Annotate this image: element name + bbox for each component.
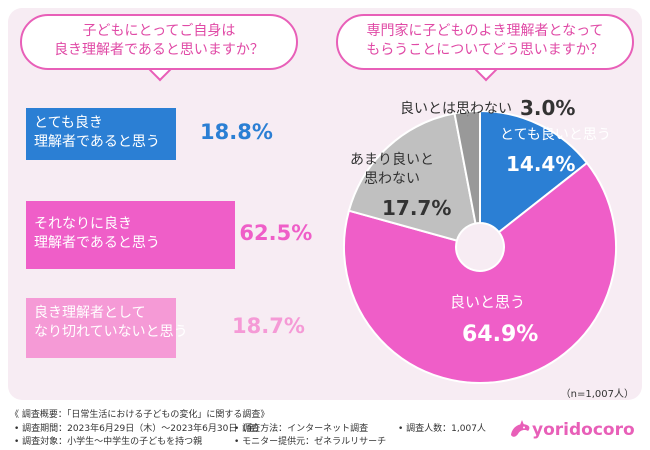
- slice-value-good: 64.9%: [462, 322, 539, 347]
- pie-chart: 良いとは思わない 3.0% とても良いと思う 14.4% あまり良いと 思わない…: [300, 96, 640, 400]
- survey-title: 《 調査概要：「日常生活における子どもの変化」に関する調査》: [10, 410, 270, 420]
- right-question-line2: もらうことについてどう思いますか？: [366, 42, 604, 58]
- bar-label-line2: 理解者であると思う: [34, 235, 160, 251]
- survey-method: • 調査方法：インターネット調査: [234, 424, 369, 434]
- bar-label-line1: それなりに良き: [34, 216, 132, 232]
- slice-very-good: [479, 109, 589, 234]
- slice-label-not-very-good: あまり良いと 思わない: [350, 151, 434, 189]
- bar-label-line1: とても良き: [34, 115, 103, 131]
- slice-value-very-good: 14.4%: [506, 152, 576, 176]
- bar-label-line2: 理解者であると思う: [34, 134, 160, 150]
- right-question-bubble: 専門家に子どものよき理解者となって もらうことについてどう思いますか？: [336, 14, 634, 70]
- slice-value-not-good: 3.0%: [520, 96, 576, 120]
- left-question-bubble: 子どもにとってご自身は 良き理解者であると思いますか？: [20, 14, 298, 70]
- right-question-line1: 専門家に子どものよき理解者となって: [366, 23, 604, 39]
- bar-label-line1: 良き理解者として: [34, 305, 146, 321]
- brand-logo: yoridocoro: [508, 418, 644, 444]
- bar-label-line2: なり切れていないと思う: [34, 324, 188, 340]
- slice-label-line2: 思わない: [364, 171, 420, 187]
- pie-svg: [343, 109, 617, 384]
- bar-value-label: 18.7%: [232, 314, 305, 338]
- slice-label-very-good: とても良いと思う: [500, 127, 611, 143]
- survey-count: • 調査人数：1,007人: [398, 424, 486, 434]
- slice-good: [343, 161, 617, 384]
- bar-fairly-good-understander: それなりに良き 理解者であると思う: [26, 201, 236, 269]
- survey-footer: 《 調査概要：「日常生活における子どもの変化」に関する調査》 • 調査期間：20…: [0, 405, 650, 450]
- survey-target: • 調査対象：小学生～中学生の子どもを持つ親: [14, 437, 203, 447]
- left-question-line2: 良き理解者であると思いますか？: [54, 42, 264, 58]
- slice-value-not-very-good: 17.7%: [382, 196, 452, 220]
- sample-size: （n=1,007人）: [560, 389, 634, 400]
- bar-value-label: 18.8%: [200, 120, 273, 144]
- slice-not-good: [453, 109, 481, 225]
- slice-label-line1: あまり良いと: [350, 152, 434, 168]
- left-question-line1: 子どもにとってご自身は: [82, 23, 236, 39]
- bar-not-quite-understander: 良き理解者として なり切れていないと思う: [26, 298, 188, 358]
- slice-label-good: 良いと思う: [450, 293, 526, 311]
- bar-value-label: 62.5%: [239, 221, 313, 245]
- slice-label-not-good: 良いとは思わない: [400, 101, 512, 117]
- survey-period: • 調査期間：2023年6月29日（木）～2023年6月30日（金）: [14, 424, 265, 434]
- slice-not-very-good: [347, 112, 477, 242]
- survey-provider: • モニター提供元：ゼネラルリサーチ: [234, 437, 387, 447]
- bar-very-good-understander: とても良き 理解者であると思う: [26, 108, 176, 160]
- dolphin-icon: [511, 420, 530, 437]
- logo-text: yoridocoro: [532, 420, 635, 440]
